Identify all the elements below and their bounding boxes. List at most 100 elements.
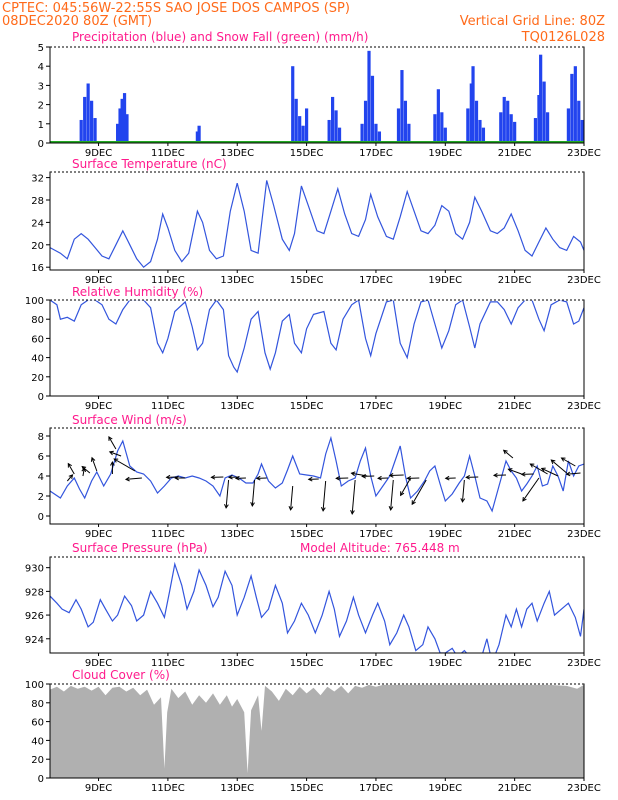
precip-bar [334, 110, 338, 143]
rh-ytick-label: 60 [31, 334, 44, 345]
cloud-xtick-label: 23DEC [567, 783, 601, 794]
pressure-xtick-label: 9DEC [85, 658, 112, 669]
wind-title: Surface Wind (m/s) [72, 413, 187, 427]
wind-arrow-shaft [251, 479, 256, 506]
wind-arrow-head [350, 510, 355, 515]
wind-xtick-label: 23DEC [567, 529, 601, 540]
cloud-title: Cloud Cover (%) [72, 668, 170, 682]
precip-bar [509, 114, 513, 143]
wind-arrow-head [406, 475, 412, 481]
run-code: TQ0126L028 [521, 30, 605, 45]
precip-bar [542, 81, 546, 143]
cloud-xtick-label: 13DEC [220, 783, 254, 794]
precip-bar [573, 66, 577, 143]
wind-ytick-label: 0 [38, 512, 44, 523]
wind-arrow-head [113, 458, 119, 463]
wind-arrow-shaft [541, 467, 559, 477]
precip-bar [93, 118, 97, 143]
precip-xtick-label: 19DEC [428, 148, 462, 159]
panels-container: Precipitation (blue) and Snow Fall (gree… [25, 30, 601, 794]
pressure-xtick-label: 13DEC [220, 658, 254, 669]
pressure-line [50, 561, 584, 653]
wind-xtick-label: 15DEC [290, 529, 324, 540]
wind-arrow-head [307, 476, 313, 482]
temp-xtick-label: 21DEC [498, 275, 532, 286]
run-date: 08DEC2020 80Z (GMT) [2, 14, 152, 29]
rh-xtick-label: 9DEC [85, 401, 112, 412]
wind-arrow-head [465, 474, 471, 480]
cloud-ytick-label: 60 [31, 718, 44, 729]
wind-arrow-head [520, 471, 526, 477]
precip-bar [474, 100, 479, 143]
wind-arrow-shaft [322, 480, 327, 511]
rh-ytick-label: 0 [38, 392, 44, 403]
wind-line [50, 435, 584, 513]
precip-bar [195, 131, 199, 143]
precip-bar [197, 125, 201, 143]
precip-bar [533, 118, 538, 143]
temp-line [50, 180, 584, 269]
precip-bar [298, 116, 302, 143]
wind-arrow-head [165, 474, 171, 480]
precip-xtick-label: 17DEC [359, 148, 393, 159]
wind-arrow-head [288, 506, 294, 511]
wind-arrow-head [492, 472, 498, 478]
precip-bar [433, 114, 437, 143]
rh-xtick-label: 19DEC [428, 401, 462, 412]
pressure-annotation: Model Altitude: 765.448 m [300, 541, 460, 555]
rh-panel: Relative Humidity (%) 0 20 40 60 80 100 9DEC 11D… [25, 285, 601, 412]
precip-xtick-label: 23DEC [567, 148, 601, 159]
wind-arrow-head [250, 502, 255, 507]
cloud-area [50, 684, 584, 778]
rh-xtick-label: 11DEC [151, 401, 185, 412]
wind-arrow-head [550, 459, 556, 465]
precip-bar [367, 50, 371, 143]
rh-frame [49, 299, 585, 397]
precip-bar [471, 66, 475, 143]
wind-arrow-shaft [81, 466, 91, 474]
precip-bar [122, 93, 127, 143]
precip-bar [566, 108, 570, 143]
rh-ytick-label: 40 [31, 354, 44, 365]
precip-panel: Precipitation (blue) and Snow Fall (gree… [38, 30, 601, 159]
cloud-ytick-label: 100 [25, 680, 44, 691]
cloud-ytick-label: 80 [31, 699, 44, 710]
precip-bar [407, 123, 411, 143]
pressure-panel: Surface Pressure (hPa) Model Altitude: 76… [25, 541, 601, 669]
precip-xtick-label: 15DEC [290, 148, 324, 159]
precip-bar [337, 127, 342, 143]
rh-line [50, 300, 584, 374]
temp-xtick-label: 17DEC [359, 275, 393, 286]
wind-arrow-head [108, 435, 113, 441]
wind-arrow-shaft [566, 472, 581, 475]
wind-arrow-shaft [109, 451, 122, 457]
cloud-xtick-label: 11DEC [151, 783, 185, 794]
rh-xtick-label: 15DEC [290, 401, 324, 412]
wind-arrow-shaft [290, 485, 294, 510]
temp-xtick-label: 19DEC [428, 275, 462, 286]
wind-arrow-head [335, 475, 341, 481]
wind-frame [49, 427, 585, 525]
wind-arrow-shaft [351, 479, 356, 514]
wind-ytick-label: 2 [38, 492, 44, 503]
precip-data [50, 50, 584, 143]
precip-bar [396, 108, 401, 143]
cloud-panel: Cloud Cover (%) 0 20 40 60 80 100 9DEC 11DEC 13DE… [25, 668, 601, 794]
wind-arrow-head [227, 474, 233, 480]
precip-bar [377, 131, 382, 143]
wind-arrow-shaft [461, 479, 465, 502]
wind-arrow-head [560, 457, 566, 462]
pressure-xtick-label: 21DEC [498, 658, 532, 669]
temp-xtick-label: 13DEC [220, 275, 254, 286]
precip-bar [481, 127, 486, 143]
wind-data [50, 435, 584, 515]
temp-ytick-label: 20 [31, 241, 44, 252]
cloud-data [50, 684, 584, 778]
wind-arrow-shaft [108, 436, 117, 450]
pressure-xtick-label: 15DEC [290, 658, 324, 669]
wind-arrow-shaft [113, 458, 136, 472]
precip-ytick-label: 2 [38, 101, 44, 112]
wind-arrow-shaft [508, 468, 522, 475]
cloud-xtick-label: 15DEC [290, 783, 324, 794]
wind-arrow-head [502, 449, 508, 455]
